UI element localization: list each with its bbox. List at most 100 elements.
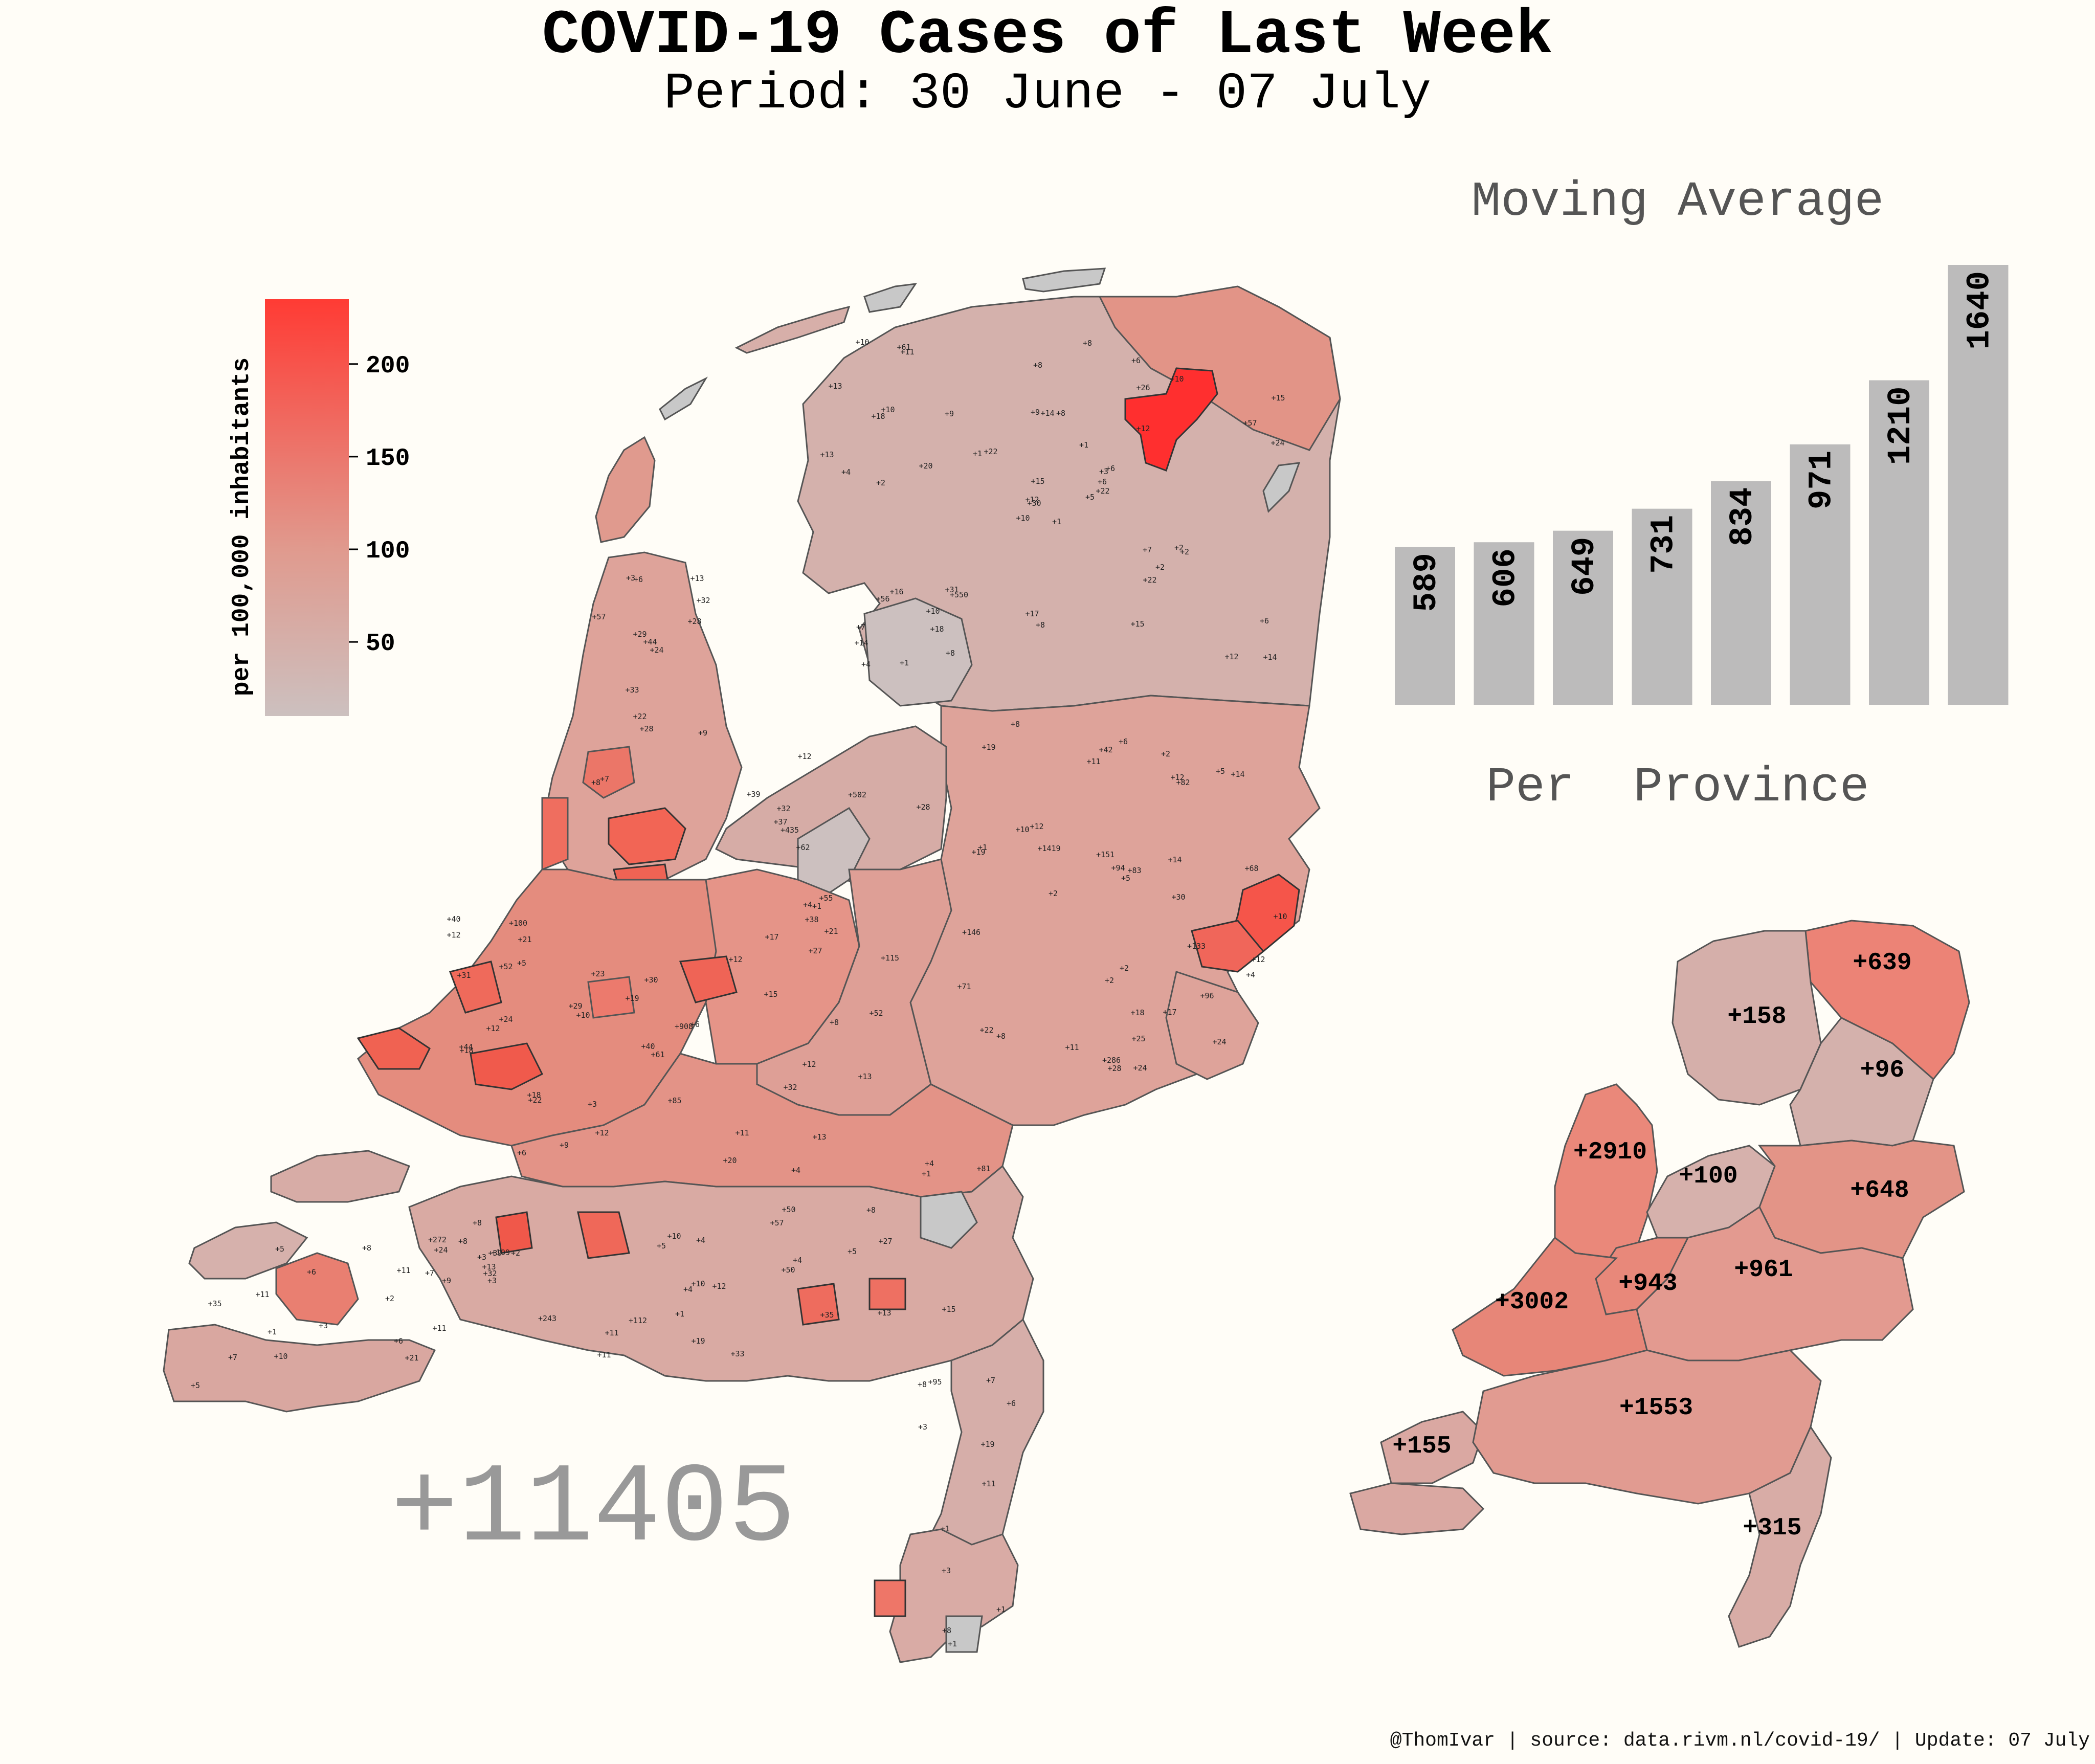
bar-0 bbox=[1395, 547, 1455, 705]
municipality-label: +15 bbox=[1271, 393, 1285, 403]
municipality-label: +10 bbox=[1016, 513, 1030, 523]
municipality-label: +2 bbox=[1180, 547, 1189, 556]
municipality-label: +12 bbox=[1224, 652, 1238, 661]
municipality-label: +24 bbox=[650, 645, 663, 655]
bar-label-4: 834 bbox=[1725, 487, 1762, 546]
municipality-label: +2 bbox=[1049, 889, 1058, 898]
bar-label-3: 731 bbox=[1646, 515, 1683, 574]
municipality-label: +96 bbox=[1200, 991, 1214, 1000]
municipality-label: +50 bbox=[781, 1265, 795, 1275]
municipality-label: +8 bbox=[942, 1626, 951, 1635]
flevoland bbox=[715, 725, 947, 886]
province-label-1: +158 bbox=[1727, 1003, 1786, 1031]
municipality-label: +15 bbox=[764, 990, 777, 999]
municipality-label: +2 bbox=[1155, 563, 1165, 572]
colorbar-tick-label-1: 100 bbox=[366, 538, 410, 565]
municipality-label: +11 bbox=[1086, 757, 1100, 766]
municipality-label: +4 bbox=[925, 1159, 934, 1168]
municipality-label: +9 bbox=[945, 409, 954, 418]
municipality-label: +1 bbox=[900, 658, 909, 667]
municipality-label: +11 bbox=[255, 1290, 269, 1299]
municipality-label: +10 bbox=[667, 1232, 681, 1241]
municipality-label: +5 bbox=[191, 1381, 200, 1390]
municipality-map bbox=[163, 267, 1341, 1663]
municipality-label: +11 bbox=[982, 1479, 995, 1488]
municipality-label: +10 bbox=[274, 1352, 287, 1361]
municipality-label: +2 bbox=[876, 478, 885, 487]
municipality-label: +16 bbox=[889, 587, 903, 596]
footer-credits: @ThomIvar | source: data.rivm.nl/covid-1… bbox=[1390, 1730, 2090, 1752]
municipality-label: +10 bbox=[1273, 912, 1287, 921]
municipality-label: +44 bbox=[459, 1042, 473, 1052]
municipality-label: +22 bbox=[1096, 486, 1109, 496]
municipality-maasvlakte bbox=[356, 1027, 431, 1070]
per-province-title: Per Province bbox=[1486, 760, 1869, 815]
municipality-label: +21 bbox=[824, 927, 838, 936]
municipality-label: +11 bbox=[900, 347, 914, 356]
municipality-label: +12 bbox=[802, 1060, 816, 1069]
texel bbox=[595, 436, 656, 543]
municipality-label: +42 bbox=[1099, 745, 1112, 754]
province-label-10: +155 bbox=[1392, 1433, 1451, 1460]
municipality-label: +3 bbox=[918, 1422, 927, 1432]
bar-label-6: 1210 bbox=[1883, 386, 1920, 465]
municipality-112 bbox=[868, 1278, 906, 1310]
municipality-label: +57 bbox=[1243, 418, 1257, 428]
bar-label-7: 1640 bbox=[1962, 271, 1999, 350]
municipality-label: +39 bbox=[488, 1248, 502, 1258]
municipality-label: +8 bbox=[918, 1380, 927, 1389]
municipality-label: +24 bbox=[1271, 438, 1284, 448]
municipality-label: +61 bbox=[651, 1050, 664, 1059]
province-noord-holland bbox=[1554, 1083, 1658, 1259]
municipality-label: +112 bbox=[629, 1316, 647, 1325]
municipality-label: +9 bbox=[560, 1141, 569, 1150]
municipality-label: +1 bbox=[996, 1605, 1006, 1614]
municipality-label: +17 bbox=[1163, 1008, 1176, 1017]
municipality-label: +22 bbox=[979, 1025, 993, 1035]
municipality-label: +29 bbox=[568, 1001, 582, 1011]
municipality-label: +10 bbox=[1170, 374, 1184, 384]
municipality-label: +502 bbox=[848, 790, 866, 799]
municipality-label: +10 bbox=[881, 405, 895, 414]
bar-6 bbox=[1869, 380, 1929, 705]
municipality-label: +24 bbox=[1212, 1037, 1226, 1046]
bar-label-0: 589 bbox=[1409, 553, 1445, 612]
municipality-label: +32 bbox=[783, 1083, 797, 1092]
municipality-zaanstad bbox=[582, 746, 635, 799]
municipality-label: +37 bbox=[773, 817, 787, 827]
municipality-label: +7 bbox=[425, 1268, 434, 1278]
municipality-label: +12 bbox=[1030, 822, 1043, 831]
total-cases: +11405 bbox=[391, 1446, 796, 1574]
municipality-label: +9 bbox=[698, 728, 707, 738]
municipality-label: +13 bbox=[482, 1262, 496, 1271]
municipality-label: +18 bbox=[930, 624, 944, 634]
bar-label-1: 606 bbox=[1488, 548, 1525, 607]
municipality-44 bbox=[587, 976, 635, 1019]
municipality-39 bbox=[1191, 920, 1265, 973]
municipality-label: +52 bbox=[869, 1009, 883, 1018]
chart-title: COVID-19 Cases of Last Week bbox=[542, 0, 1553, 71]
municipality-label: +12 bbox=[1170, 773, 1184, 782]
missing-area-1 bbox=[1262, 462, 1301, 513]
municipality-amsterdam-1419 bbox=[608, 807, 686, 865]
municipality-labels: +1+18+30+7+3+550+6+8+26+5+11+14+2+15+10+… bbox=[191, 338, 1287, 1648]
municipality-label: +22 bbox=[528, 1096, 542, 1105]
groningen-east bbox=[1098, 285, 1341, 451]
municipality-label: +17 bbox=[765, 932, 778, 942]
municipality-label: +6 bbox=[634, 575, 643, 584]
municipality-label: +109 bbox=[492, 1248, 510, 1257]
municipality-label: +2 bbox=[1105, 976, 1114, 985]
municipality-label: +2 bbox=[511, 1248, 520, 1258]
municipality-label: +1 bbox=[812, 902, 821, 911]
municipality-label: +6 bbox=[1260, 616, 1269, 626]
municipality-label: +12 bbox=[712, 1282, 726, 1291]
colorbar-tick-label-3: 200 bbox=[366, 352, 410, 380]
municipality-label: +3 bbox=[487, 1276, 497, 1285]
municipality-label: +6 bbox=[394, 1336, 403, 1346]
municipality-label: +3 bbox=[319, 1321, 328, 1330]
municipality-label: +62 bbox=[796, 843, 810, 852]
municipality-272 bbox=[577, 1211, 630, 1259]
municipality-label: +22 bbox=[984, 447, 997, 456]
moving-average-title: Moving Average bbox=[1472, 174, 1884, 230]
municipality-label: +4 bbox=[861, 660, 871, 669]
